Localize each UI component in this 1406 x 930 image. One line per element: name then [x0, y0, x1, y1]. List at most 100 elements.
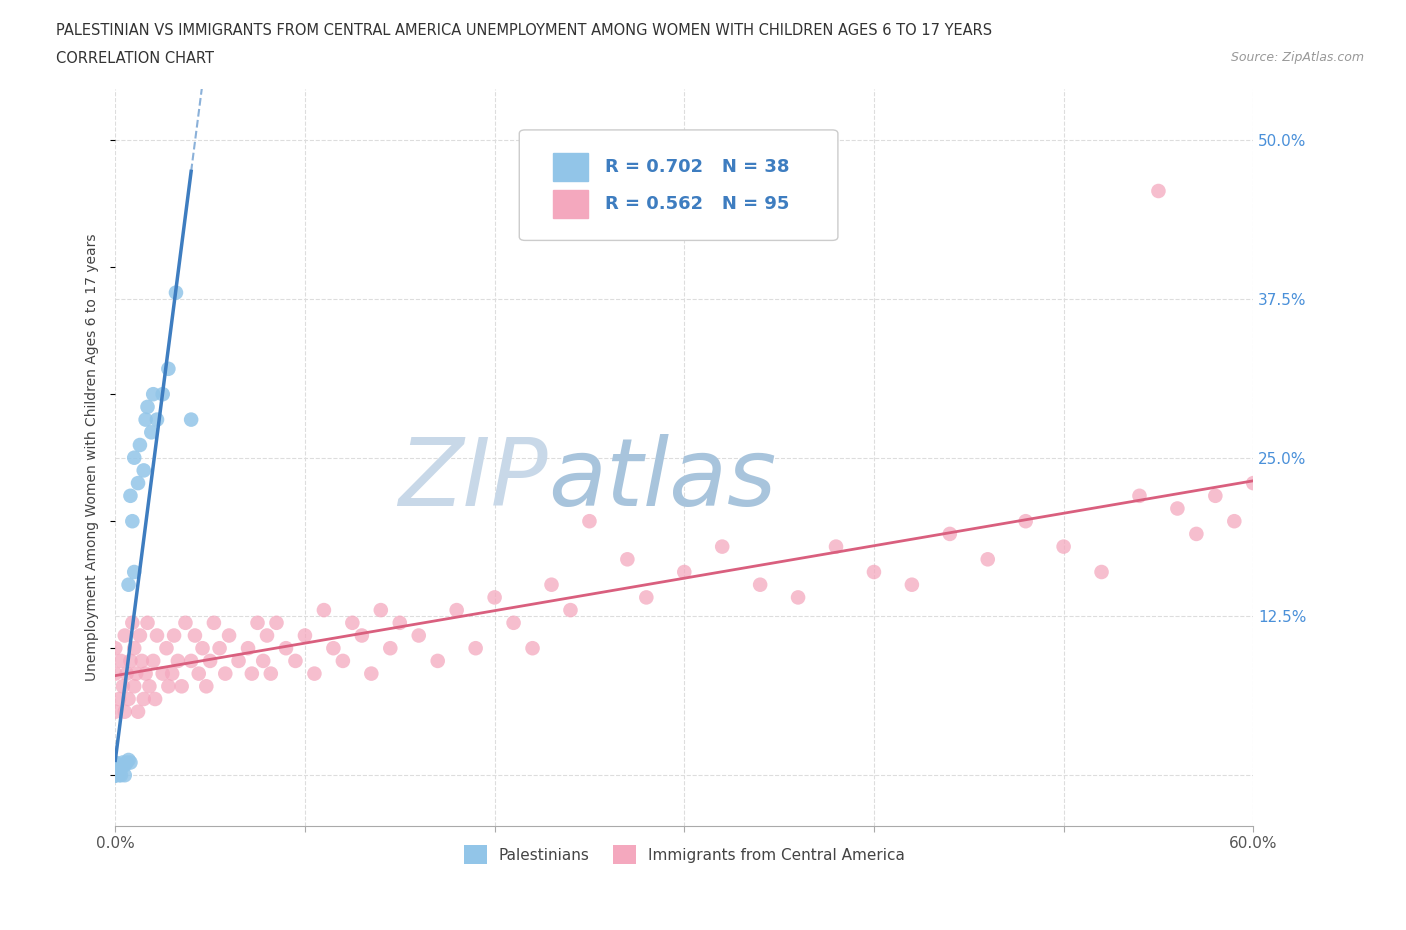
Point: [108, 762, 131, 777]
Point: [208, 641, 231, 656]
Point: [129, 628, 152, 643]
Point: [110, 768, 132, 783]
Point: [360, 666, 382, 681]
Point: [180, 412, 202, 427]
Point: [110, 762, 132, 777]
Point: [184, 628, 207, 643]
Point: [143, 692, 166, 707]
Point: [218, 628, 240, 643]
Point: [125, 666, 148, 681]
Point: [266, 616, 288, 631]
Point: [1185, 526, 1208, 541]
Point: [146, 628, 169, 643]
Point: [370, 603, 392, 618]
Point: [104, 758, 127, 773]
Point: [522, 641, 544, 656]
Point: [104, 768, 127, 783]
Text: R = 0.702   N = 38: R = 0.702 N = 38: [605, 158, 789, 177]
Point: [350, 628, 373, 643]
Point: [256, 628, 278, 643]
Point: [160, 666, 183, 681]
Point: [1166, 501, 1188, 516]
Point: [322, 641, 344, 656]
Point: [104, 768, 127, 783]
Text: PALESTINIAN VS IMMIGRANTS FROM CENTRAL AMERICA UNEMPLOYMENT AMONG WOMEN WITH CHI: PALESTINIAN VS IMMIGRANTS FROM CENTRAL A…: [56, 23, 993, 38]
Point: [104, 704, 127, 719]
Point: [104, 762, 127, 777]
Point: [141, 425, 163, 440]
Point: [464, 641, 486, 656]
Point: [135, 666, 157, 681]
Point: [104, 768, 127, 783]
Point: [749, 578, 772, 592]
Point: [152, 666, 174, 681]
Point: [939, 526, 962, 541]
Point: [142, 654, 165, 669]
Point: [114, 758, 136, 773]
Point: [484, 590, 506, 604]
Point: [540, 578, 562, 592]
Point: [117, 692, 139, 707]
Point: [195, 679, 218, 694]
Y-axis label: Unemployment Among Women with Children Ages 6 to 17 years: Unemployment Among Women with Children A…: [86, 234, 100, 682]
Point: [122, 565, 145, 579]
Point: [191, 641, 214, 656]
FancyBboxPatch shape: [519, 130, 838, 241]
Point: [138, 679, 160, 694]
Point: [380, 641, 402, 656]
Point: [187, 666, 209, 681]
Point: [332, 654, 354, 669]
Point: [122, 450, 145, 465]
Point: [110, 654, 132, 669]
Point: [117, 578, 139, 592]
Point: [120, 755, 142, 770]
Text: Source: ZipAtlas.com: Source: ZipAtlas.com: [1230, 51, 1364, 64]
Point: [388, 616, 411, 631]
Point: [155, 641, 177, 656]
Point: [114, 768, 136, 783]
Point: [1241, 475, 1264, 490]
Point: [111, 755, 134, 770]
Point: [502, 616, 524, 631]
Point: [901, 578, 924, 592]
Point: [426, 654, 449, 669]
Point: [180, 654, 202, 669]
Point: [110, 758, 132, 773]
Point: [214, 666, 236, 681]
Point: [1223, 513, 1246, 528]
Point: [312, 603, 335, 618]
Point: [127, 704, 149, 719]
Point: [202, 616, 225, 631]
Point: [104, 768, 127, 783]
Point: [115, 755, 138, 770]
Point: [131, 654, 153, 669]
Point: [236, 641, 259, 656]
Point: [146, 412, 169, 427]
Point: [121, 513, 143, 528]
Point: [114, 628, 136, 643]
Legend: Palestinians, Immigrants from Central America: Palestinians, Immigrants from Central Am…: [458, 839, 911, 870]
Point: [152, 387, 174, 402]
Point: [157, 362, 180, 377]
Point: [165, 286, 187, 300]
Point: [342, 616, 364, 631]
Text: ZIP: ZIP: [398, 434, 548, 525]
Point: [104, 768, 127, 783]
Point: [136, 400, 159, 415]
Point: [1128, 488, 1150, 503]
Point: [977, 551, 1000, 566]
Point: [673, 565, 696, 579]
Point: [104, 666, 127, 681]
FancyBboxPatch shape: [554, 153, 588, 181]
Text: CORRELATION CHART: CORRELATION CHART: [56, 51, 214, 66]
Point: [636, 590, 658, 604]
Point: [274, 641, 297, 656]
Point: [408, 628, 430, 643]
Point: [132, 463, 155, 478]
Point: [1052, 539, 1074, 554]
Point: [174, 616, 197, 631]
Point: [122, 679, 145, 694]
Point: [136, 616, 159, 631]
Point: [117, 752, 139, 767]
Point: [446, 603, 468, 618]
